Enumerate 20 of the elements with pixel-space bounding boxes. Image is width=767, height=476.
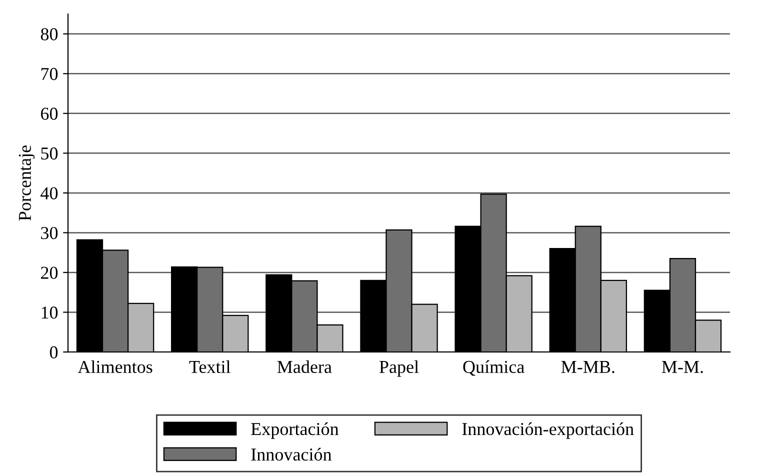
y-tick-label: 20 (41, 266, 58, 279)
x-tick-label: Alimentos (78, 360, 152, 374)
x-tick-label: Papel (379, 360, 419, 377)
y-tick-label: 40 (40, 187, 58, 200)
y-tick-label: 70 (41, 68, 58, 80)
x-tick-label: Madera (277, 360, 332, 374)
y-tick-label: 50 (41, 147, 58, 160)
y-tick-label: 60 (41, 108, 58, 120)
legend-label: Innovación (251, 448, 332, 461)
x-tick-label: Textil (189, 360, 230, 374)
y-tick-label: 0 (50, 346, 58, 358)
y-axis-title: Porcentaje (18, 146, 35, 221)
y-tick-label: 10 (42, 306, 58, 319)
y-tick-label: 30 (41, 226, 58, 240)
x-tick-label: M-MB. (561, 361, 614, 374)
x-tick-label: Química (463, 360, 524, 376)
legend-label: Exportación (251, 422, 339, 439)
y-tick-label: 80 (40, 28, 58, 40)
legend-label: Innovación-exportación (462, 422, 634, 439)
x-tick-label: M-M. (662, 361, 703, 374)
